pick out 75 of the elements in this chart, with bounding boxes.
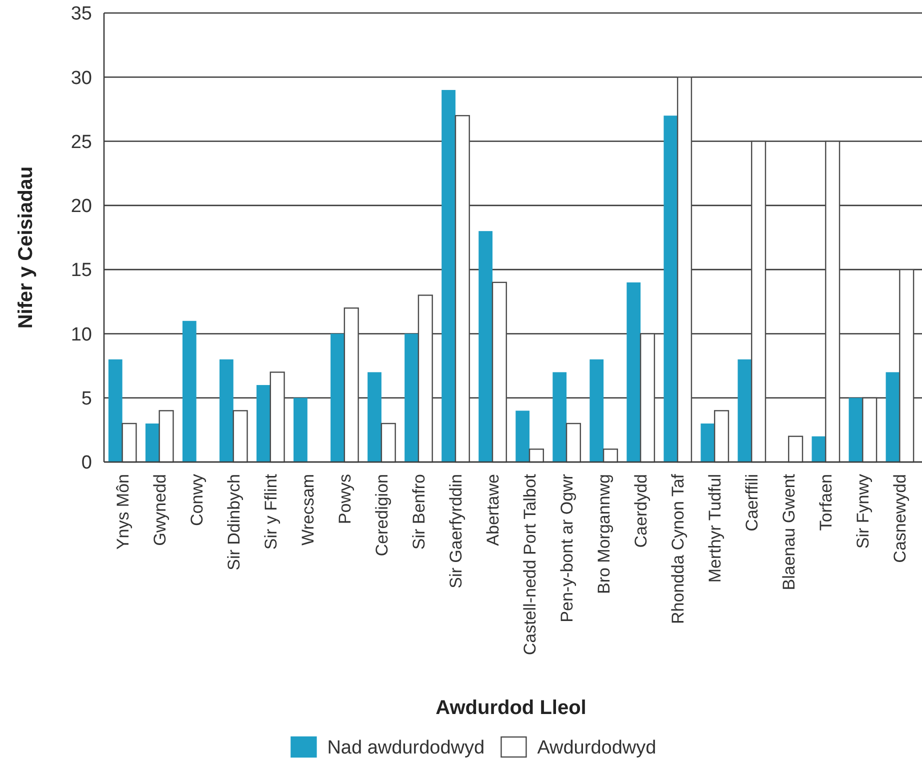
x-tick-label: Torfaen	[816, 474, 836, 531]
bar	[182, 320, 196, 462]
x-tick-label: Bro Morgannwg	[594, 474, 614, 594]
bar	[294, 398, 308, 462]
bar	[270, 372, 285, 463]
bar	[442, 90, 456, 462]
x-tick-label: Powys	[335, 474, 354, 524]
x-tick-label: Merthyr Tudful	[706, 474, 725, 583]
bar	[418, 294, 433, 463]
x-tick-label: Abertawe	[483, 474, 502, 546]
bar	[344, 307, 359, 463]
bar	[122, 422, 137, 463]
bar	[788, 436, 804, 463]
x-tick-label: Blaenau Gwent	[780, 474, 799, 590]
bar	[232, 410, 248, 463]
x-tick-label: Conwy	[187, 474, 206, 526]
legend-label: Awdurdodwyd	[537, 738, 656, 759]
bar	[848, 398, 863, 462]
bar	[590, 359, 604, 462]
bar	[602, 448, 618, 463]
x-tick-label: Sir y Fflint	[261, 474, 280, 550]
x-tick-label: Sir Benfro	[409, 474, 428, 550]
bar	[825, 140, 840, 463]
bar	[700, 424, 715, 462]
y-tick-label: 10	[70, 324, 92, 346]
x-tick-label: Rhondda Cynon Taf	[668, 474, 688, 624]
y-tick-label: 30	[70, 68, 92, 89]
bar	[219, 359, 234, 462]
bar	[886, 372, 900, 462]
x-tick-label: Ynys Môn	[113, 474, 132, 550]
x-tick-label: Caerdydd	[632, 474, 651, 548]
bar	[492, 282, 507, 463]
x-tick-label: Gwynedd	[150, 474, 170, 546]
bar	[626, 282, 641, 462]
y-tick-label: 20	[70, 196, 92, 218]
bar	[640, 333, 656, 463]
y-tick-label: 25	[70, 132, 92, 153]
x-tick-label: Caerffili	[742, 474, 762, 532]
x-tick-label: Sir Fynwy	[854, 474, 873, 549]
bar	[478, 231, 492, 462]
bar	[256, 385, 270, 462]
bar	[899, 268, 914, 463]
bar	[145, 424, 160, 462]
bar	[738, 359, 752, 462]
y-tick-label: 35	[70, 4, 92, 25]
bar	[812, 436, 826, 462]
bar	[566, 422, 582, 463]
bar	[552, 372, 567, 462]
y-tick-label: 15	[70, 260, 92, 282]
y-axis-title: Nifer y Ceisiadau	[15, 166, 37, 329]
bar	[158, 410, 174, 463]
y-tick-label: 5	[81, 388, 92, 410]
bar	[751, 140, 766, 463]
bar	[516, 410, 530, 462]
bar	[676, 76, 692, 463]
bar	[330, 334, 344, 462]
x-tick-label: Wrecsam	[298, 474, 318, 546]
legend-label: Nad awdurdodwyd	[327, 738, 485, 759]
x-axis-title: Awdurdod Lleol	[436, 697, 586, 719]
bar	[454, 115, 470, 463]
bar	[528, 448, 544, 463]
x-tick-label: Casnewydd	[890, 474, 910, 563]
bar	[108, 359, 122, 462]
y-tick-label: 0	[81, 452, 92, 474]
x-tick-label: Ceredigion	[372, 474, 392, 556]
bar	[664, 116, 678, 462]
bar	[380, 422, 396, 463]
x-tick-label: Sir Ddinbych	[224, 474, 244, 570]
bar	[368, 372, 382, 462]
x-tick-label: Sir Gaerfyrddin	[446, 474, 466, 588]
bar	[714, 410, 730, 463]
bar	[404, 334, 418, 462]
bar	[862, 397, 878, 463]
x-tick-label: Pen-y-bont ar Ogwr	[558, 474, 577, 622]
x-tick-label: Castell-nedd Port Talbot	[520, 474, 540, 656]
